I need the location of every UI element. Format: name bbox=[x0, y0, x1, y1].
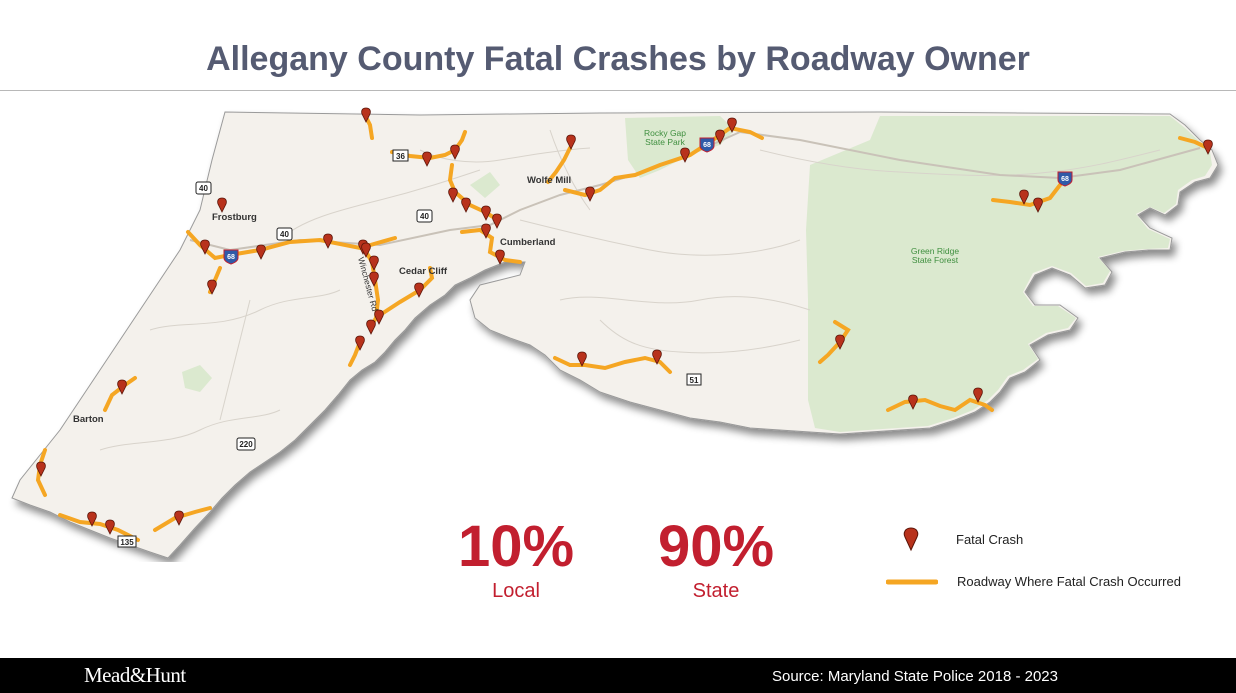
crash-marker bbox=[461, 197, 471, 213]
crash-marker bbox=[87, 511, 97, 527]
park-label-green-ridge-1: Green Ridge bbox=[911, 246, 959, 256]
crash-markers bbox=[36, 107, 1213, 535]
legend-roadway: Roadway Where Fatal Crash Occurred bbox=[886, 574, 1181, 589]
us40-shield-1: 40 bbox=[195, 181, 212, 195]
i68-shield-3: 68 bbox=[1057, 171, 1073, 187]
stat-local-label: Local bbox=[492, 580, 540, 602]
green-ridge-state-forest bbox=[806, 116, 1212, 432]
crash-marker bbox=[361, 242, 371, 258]
park-label-rocky-gap-2: State Park bbox=[645, 137, 685, 147]
svg-text:220: 220 bbox=[239, 440, 253, 449]
source-note: Source: Maryland State Police 2018 - 202… bbox=[771, 668, 1058, 685]
crash-marker bbox=[585, 186, 595, 202]
place-label-wolfe-mill: Wolfe Mill bbox=[527, 175, 571, 186]
crash-marker bbox=[495, 249, 505, 265]
crash-marker bbox=[680, 147, 690, 163]
crash-marker bbox=[652, 349, 662, 365]
map-title: Allegany County Fatal Crashes by Roadway… bbox=[206, 40, 1030, 78]
crash-marker bbox=[481, 205, 491, 221]
park-patch bbox=[182, 365, 212, 392]
crash-marker bbox=[577, 351, 587, 367]
roadway-line-icon bbox=[886, 579, 938, 584]
crash-marker bbox=[450, 144, 460, 160]
stat-state: 90% State bbox=[636, 516, 796, 603]
svg-text:68: 68 bbox=[1061, 176, 1069, 183]
place-label-frostburg: Frostburg bbox=[212, 212, 257, 223]
legend-roadway-label: Roadway Where Fatal Crash Occurred bbox=[957, 574, 1181, 589]
route-shields: 40 40 40 36 68 68 68 220 135 51 bbox=[117, 137, 1073, 548]
us40-shield-3: 40 bbox=[416, 209, 433, 223]
crash-marker bbox=[414, 282, 424, 298]
stat-local-percent: 10% bbox=[457, 514, 575, 579]
crash-marker bbox=[566, 134, 576, 150]
footer-bar: Mead&Hunt Source: Maryland State Police … bbox=[0, 658, 1236, 693]
park-patch bbox=[470, 172, 500, 198]
us40-shield-2: 40 bbox=[276, 227, 293, 241]
svg-text:68: 68 bbox=[227, 254, 235, 261]
svg-text:40: 40 bbox=[280, 230, 289, 239]
crash-marker bbox=[323, 233, 333, 249]
stat-state-percent: 90% bbox=[657, 514, 775, 579]
i68-shield-2: 68 bbox=[699, 137, 715, 153]
crash-marker bbox=[256, 244, 266, 260]
crash-marker bbox=[908, 394, 918, 410]
park-label-green-ridge-2: State Forest bbox=[912, 255, 959, 265]
md135-shield: 135 bbox=[117, 535, 137, 548]
crash-marker bbox=[200, 239, 210, 255]
svg-text:36: 36 bbox=[396, 152, 405, 161]
crash-marker bbox=[117, 379, 127, 395]
stat-local: 10% Local bbox=[436, 516, 596, 603]
md51-shield: 51 bbox=[686, 373, 702, 386]
md36-shield: 36 bbox=[392, 149, 409, 162]
crash-marker bbox=[366, 319, 376, 335]
crash-marker bbox=[369, 255, 379, 271]
crash-marker bbox=[105, 519, 115, 535]
crash-marker bbox=[835, 334, 845, 350]
title-divider bbox=[0, 90, 1236, 91]
place-label-cedar-cliff: Cedar Cliff bbox=[399, 266, 448, 277]
crash-marker bbox=[361, 107, 371, 123]
crash-marker bbox=[492, 213, 502, 229]
park-label-rocky-gap-1: Rocky Gap bbox=[644, 128, 686, 138]
place-label-cumberland: Cumberland bbox=[500, 237, 556, 248]
crash-marker bbox=[1019, 189, 1029, 205]
svg-text:40: 40 bbox=[420, 212, 429, 221]
crash-marker bbox=[715, 129, 725, 145]
i68-shield-1: 68 bbox=[223, 249, 239, 265]
crash-marker bbox=[369, 271, 379, 287]
legend-crash: Fatal Crash bbox=[900, 526, 1023, 552]
us220-shield: 220 bbox=[236, 437, 256, 451]
crash-marker bbox=[422, 151, 432, 167]
crash-marker bbox=[1033, 197, 1043, 213]
crash-marker bbox=[174, 510, 184, 526]
svg-text:51: 51 bbox=[690, 376, 699, 385]
crash-marker bbox=[36, 461, 46, 477]
svg-text:40: 40 bbox=[199, 184, 208, 193]
crash-marker bbox=[727, 117, 737, 133]
crash-marker bbox=[481, 223, 491, 239]
county-map: 40 40 40 36 68 68 68 220 135 51 Frostbur… bbox=[11, 107, 1219, 559]
crash-marker bbox=[1203, 139, 1213, 155]
legend-crash-label: Fatal Crash bbox=[956, 531, 1024, 547]
crash-marker bbox=[217, 197, 227, 213]
crash-marker bbox=[973, 387, 983, 403]
svg-text:135: 135 bbox=[120, 538, 134, 547]
place-label-barton: Barton bbox=[73, 414, 104, 425]
crash-marker bbox=[355, 335, 365, 351]
mead-hunt-logo: Mead&Hunt bbox=[84, 663, 186, 687]
svg-text:68: 68 bbox=[703, 142, 711, 149]
rocky-gap-state-park bbox=[625, 116, 735, 178]
crash-marker bbox=[448, 187, 458, 203]
crash-marker bbox=[207, 279, 217, 295]
crash-marker bbox=[374, 309, 384, 325]
crash-pin-icon bbox=[903, 527, 919, 552]
stat-state-label: State bbox=[692, 580, 740, 602]
